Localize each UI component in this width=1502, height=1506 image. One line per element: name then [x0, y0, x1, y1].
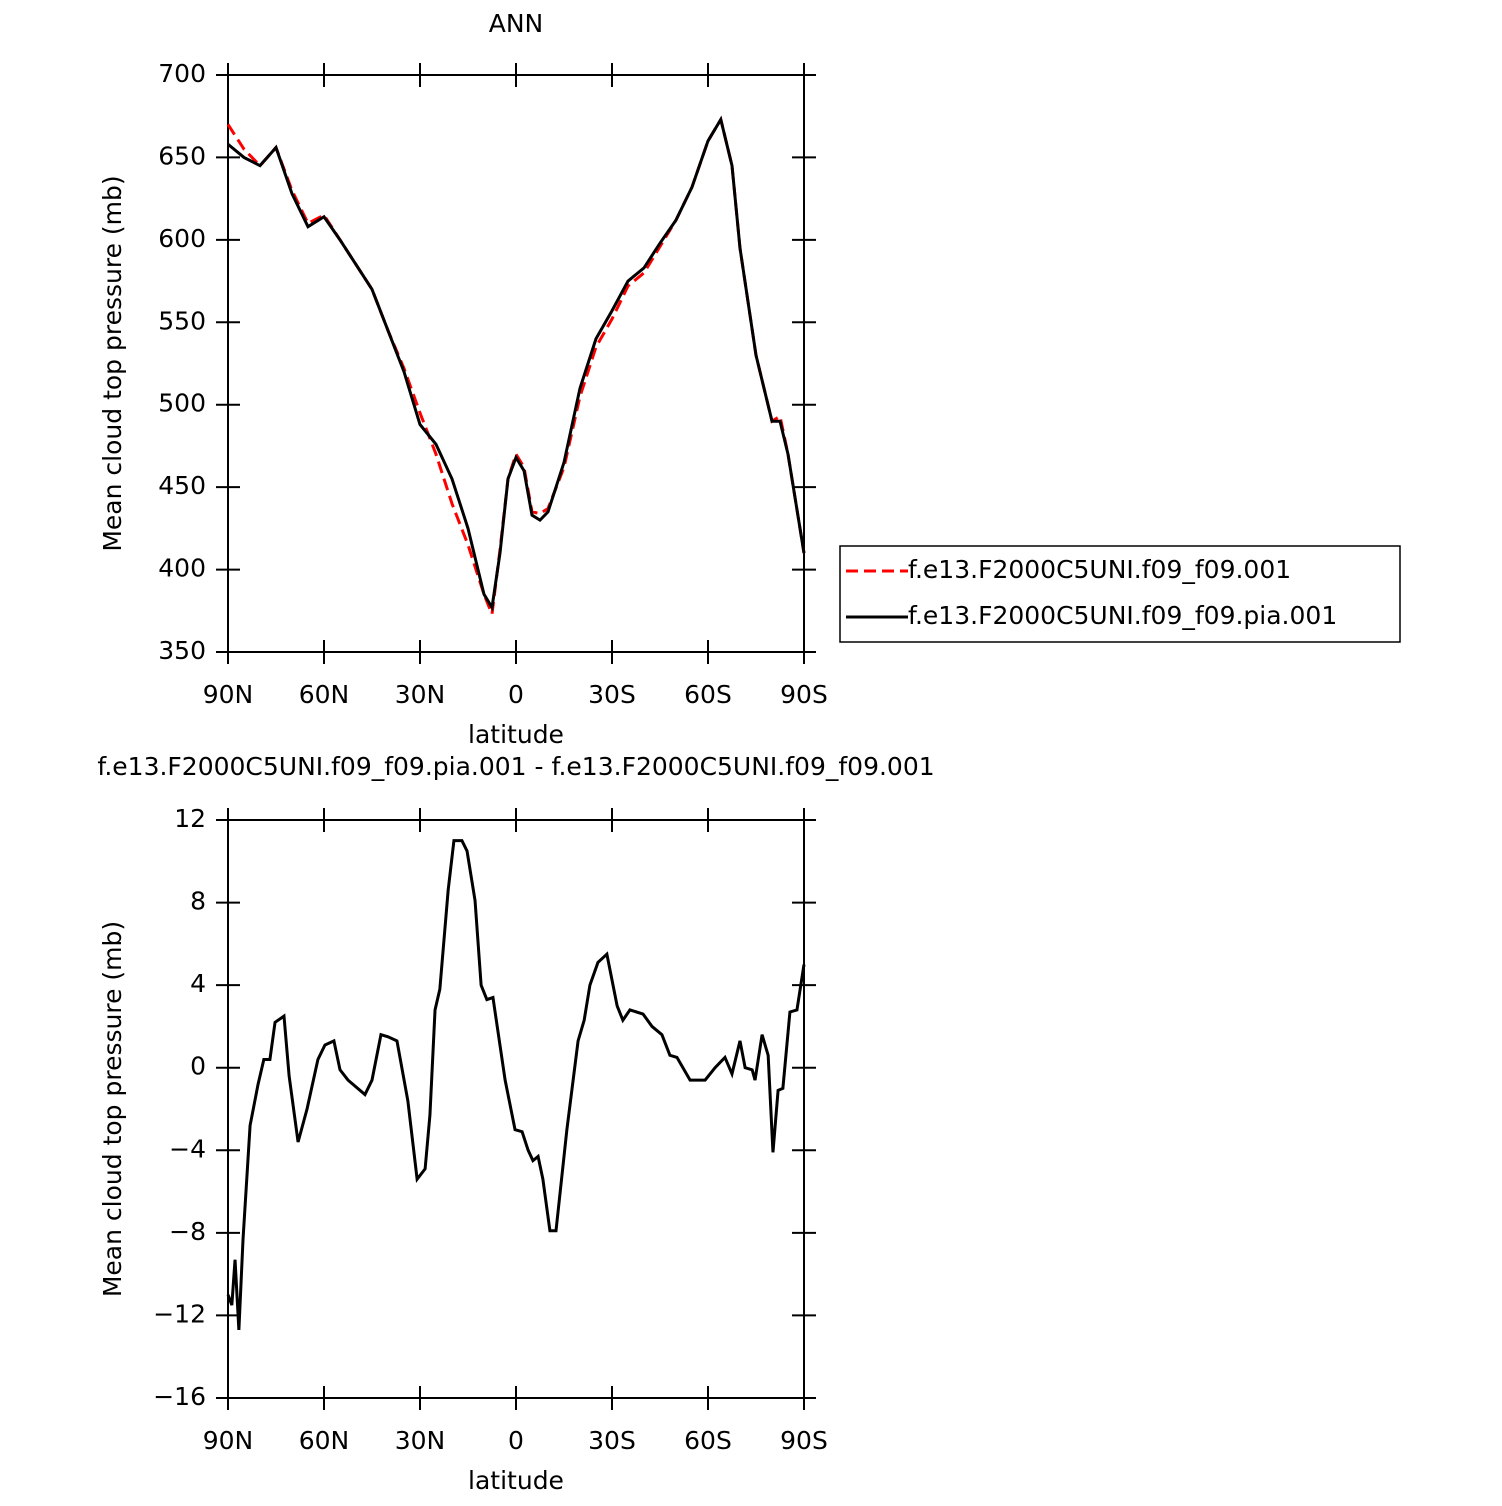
- y-tick-label: −8: [169, 1217, 206, 1246]
- x-tick-label: 30N: [395, 1426, 446, 1455]
- data-line: [227, 115, 806, 612]
- legend-label: f.e13.F2000C5UNI.f09_f09.001: [908, 555, 1291, 584]
- y-tick-label: 350: [158, 636, 206, 665]
- y-tick-label: 500: [158, 389, 206, 418]
- y-tick-label: 400: [158, 554, 206, 583]
- y-tick-label: −12: [153, 1299, 206, 1328]
- legend-box: [839, 545, 1401, 643]
- x-tick-label: 90S: [780, 1426, 828, 1455]
- chart-title: f.e13.F2000C5UNI.f09_f09.pia.001 - f.e13…: [97, 752, 934, 781]
- x-tick-label: 60S: [684, 680, 732, 709]
- legend-label: f.e13.F2000C5UNI.f09_f09.pia.001: [908, 601, 1337, 630]
- x-tick-label: 90S: [780, 680, 828, 709]
- plot-frame: [227, 74, 805, 653]
- y-tick-label: 450: [158, 471, 206, 500]
- y-tick-label: 0: [190, 1052, 206, 1081]
- x-tick-label: 30S: [588, 1426, 636, 1455]
- chart-title: ANN: [489, 9, 544, 38]
- x-tick-label: 60S: [684, 1426, 732, 1455]
- x-tick-label: 90N: [203, 1426, 254, 1455]
- x-tick-label: 60N: [299, 680, 350, 709]
- y-tick-label: 4: [190, 969, 206, 998]
- y-tick-label: 700: [158, 59, 206, 88]
- y-tick-label: 650: [158, 141, 206, 170]
- y-tick-label: 8: [190, 887, 206, 916]
- data-line: [226, 115, 806, 620]
- x-axis-label: latitude: [468, 720, 564, 749]
- plot-frame: [227, 819, 805, 1399]
- y-tick-label: 550: [158, 306, 206, 335]
- x-tick-label: 0: [508, 680, 524, 709]
- y-axis-label: Mean cloud top pressure (mb): [98, 175, 127, 551]
- y-tick-label: 600: [158, 224, 206, 253]
- x-tick-label: 30S: [588, 680, 636, 709]
- y-tick-label: −4: [169, 1134, 206, 1163]
- y-axis-label: Mean cloud top pressure (mb): [98, 921, 127, 1297]
- x-tick-label: 60N: [299, 1426, 350, 1455]
- x-tick-label: 0: [508, 1426, 524, 1455]
- x-tick-label: 30N: [395, 680, 446, 709]
- data-line: [226, 839, 806, 1330]
- y-tick-label: 12: [174, 804, 206, 833]
- y-tick-label: −16: [153, 1382, 206, 1411]
- x-axis-label: latitude: [468, 1466, 564, 1495]
- x-tick-label: 90N: [203, 680, 254, 709]
